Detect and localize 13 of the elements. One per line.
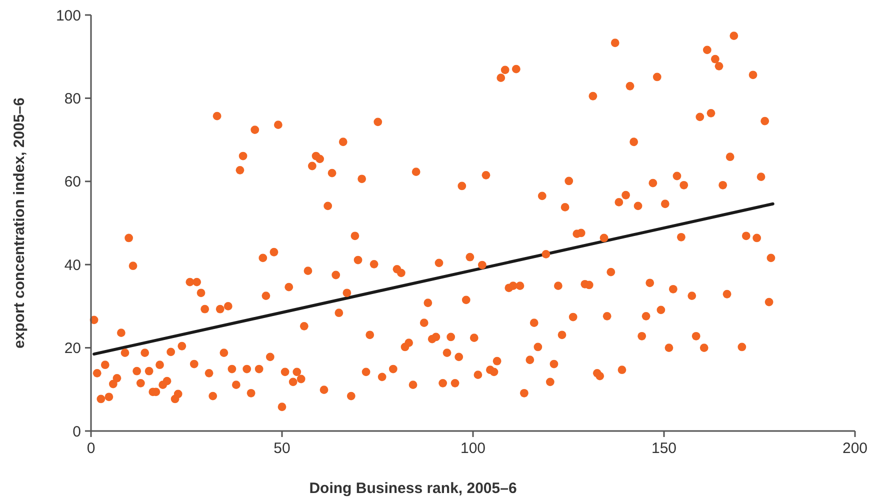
y-tick-label: 0	[72, 423, 81, 440]
y-tick-label: 40	[64, 256, 81, 274]
x-tick-label: 150	[651, 440, 677, 457]
x-tick-label: 0	[86, 440, 96, 457]
y-tick-label: 60	[64, 174, 81, 191]
y-tick-label: 20	[64, 340, 81, 358]
x-axis-title: Doing Business rank, 2005–6	[309, 480, 517, 497]
y-tick-label: 80	[64, 90, 81, 108]
x-tick-label: 200	[842, 440, 868, 457]
y-tick-label: 100	[56, 7, 81, 24]
y-axis-title: export concentration index, 2005–6	[11, 98, 28, 348]
x-tick-label: 50	[274, 440, 290, 457]
x-tick-label: 100	[460, 440, 486, 457]
